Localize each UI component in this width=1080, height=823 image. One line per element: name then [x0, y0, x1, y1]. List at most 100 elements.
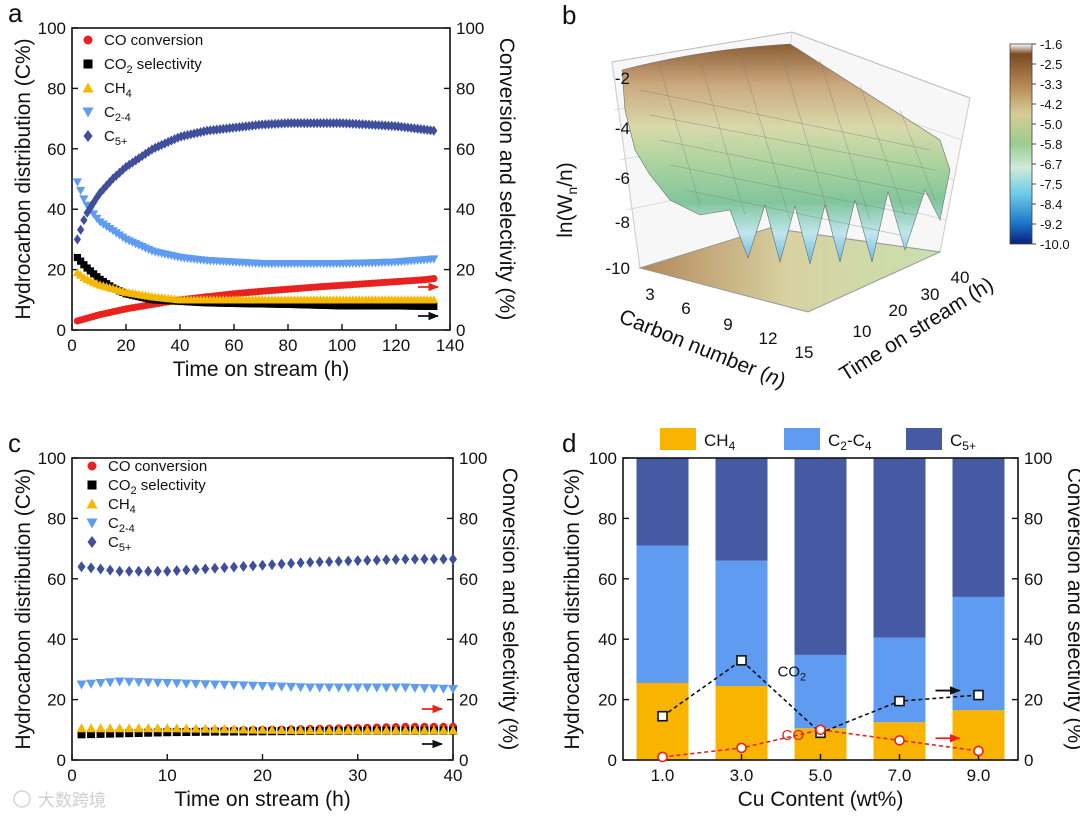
data-point — [112, 170, 120, 181]
data-point — [172, 565, 181, 577]
x-tick-label: 80 — [279, 336, 298, 355]
z-tick-label: -4 — [615, 119, 630, 138]
data-point — [371, 725, 382, 735]
legend-marker — [83, 130, 93, 142]
carbon-number-tick-label: 6 — [681, 299, 690, 318]
colorbar-tick-label: -7.5 — [1040, 177, 1062, 192]
bar-segment-c2-c4 — [636, 545, 689, 683]
data-point — [371, 683, 382, 693]
data-point — [86, 723, 97, 733]
data-point — [153, 728, 162, 737]
x-tick-label: 60 — [225, 336, 244, 355]
data-point — [190, 679, 201, 689]
data-point — [200, 126, 208, 137]
data-point — [429, 255, 439, 264]
data-point — [428, 684, 439, 694]
y2-tick-label: 60 — [459, 570, 478, 589]
data-point — [133, 723, 144, 733]
y2-tick-label: 20 — [1024, 691, 1043, 710]
legend-label: CO conversion — [108, 458, 207, 475]
data-point — [448, 725, 458, 735]
time-axis-ticks: 10 20 30 40 — [853, 268, 970, 341]
colorbar-tick-label: -8.4 — [1040, 197, 1062, 212]
bar-segment-c2-c4 — [715, 560, 768, 687]
legend-marker — [87, 461, 97, 471]
y-tick-label: 20 — [598, 691, 617, 710]
data-point — [419, 684, 430, 694]
colorbar-tick-label: -9.2 — [1040, 217, 1062, 232]
data-point — [439, 553, 448, 565]
y-axis-label: Hydrocarbon distribution (C%) — [12, 38, 35, 319]
data-point — [409, 683, 420, 693]
legend-label: C5+ — [950, 431, 976, 453]
data-point — [89, 210, 99, 219]
data-point — [381, 683, 392, 693]
y-axis-label: Hydrocarbon distribution (C%) — [12, 468, 35, 749]
data-point — [247, 724, 258, 734]
data-point — [268, 559, 277, 571]
z-tick-label: -2 — [615, 69, 630, 88]
y-tick-label: 40 — [47, 630, 66, 649]
y2-axis-label: Conversion and selectivity (%) — [495, 38, 518, 320]
bar-segment-c5- — [794, 458, 847, 655]
data-point — [257, 682, 268, 692]
colorbar-tick-label: -1.6 — [1040, 37, 1062, 52]
y2-tick-label: 100 — [1024, 449, 1052, 468]
plot-frame — [71, 27, 451, 331]
y2-tick-label: 80 — [459, 509, 478, 528]
z-tick-label: -6 — [615, 169, 630, 188]
line-point-co — [894, 735, 905, 746]
line-point-co2 — [894, 695, 905, 707]
data-point — [286, 682, 297, 692]
data-point — [333, 725, 344, 735]
data-point — [449, 553, 457, 565]
data-point — [382, 554, 391, 566]
legend-swatch — [906, 428, 942, 450]
data-point — [430, 275, 438, 283]
x-axis-label: Cu Content (wt%) — [738, 788, 904, 811]
legend-marker — [86, 518, 98, 529]
legend-label: CH4 — [704, 431, 736, 453]
colorbar-tick-label: -3.3 — [1040, 77, 1062, 92]
data-point — [73, 234, 81, 245]
y-tick-label: 40 — [598, 630, 617, 649]
data-point — [73, 253, 81, 262]
legend-label: CH4 — [104, 80, 132, 100]
carbon-number-tick-label: 9 — [723, 315, 732, 334]
data-point — [114, 723, 125, 733]
data-point — [409, 725, 420, 735]
data-point — [76, 680, 87, 690]
data-point — [181, 723, 192, 733]
x-tick-label: 9.0 — [967, 766, 991, 785]
legend-marker — [83, 35, 93, 45]
carbon-number-tick-label: 15 — [795, 343, 814, 362]
data-point — [334, 555, 343, 567]
panel-letter-d: d — [562, 428, 576, 458]
data-point — [419, 725, 430, 735]
colorbar-tick-label: -4.2 — [1040, 97, 1062, 112]
bar-segment-c2-c4 — [794, 654, 847, 729]
x-tick-label: 140 — [436, 336, 464, 355]
carbon-number-ticks: 3 6 9 12 15 — [645, 285, 813, 362]
data-point — [267, 682, 278, 692]
series-co2-selectivity — [77, 726, 457, 739]
time-tick-label: 40 — [951, 268, 970, 287]
data-point — [200, 723, 211, 733]
legend-marker — [83, 59, 93, 69]
data-point — [314, 725, 325, 735]
bar-segment-c5- — [873, 458, 926, 638]
y2-tick-label: 20 — [456, 261, 475, 280]
data-point — [400, 725, 411, 735]
data-point — [115, 729, 124, 738]
data-point — [295, 683, 306, 693]
data-point — [87, 562, 96, 574]
x-tick-label: 100 — [328, 336, 356, 355]
carbon-number-axis-label: Carbon number (n) — [616, 305, 789, 393]
data-point — [306, 556, 315, 568]
data-point — [153, 565, 162, 577]
data-point — [381, 725, 392, 735]
data-point — [124, 677, 135, 687]
data-point — [163, 565, 172, 577]
x-tick-label: 1.0 — [651, 766, 675, 785]
